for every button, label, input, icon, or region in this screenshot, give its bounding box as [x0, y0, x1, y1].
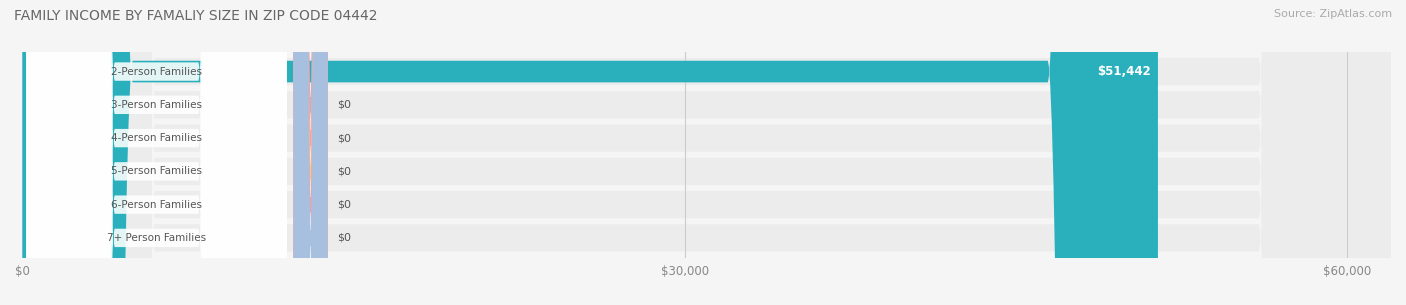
FancyBboxPatch shape [22, 0, 1391, 305]
Text: FAMILY INCOME BY FAMALIY SIZE IN ZIP CODE 04442: FAMILY INCOME BY FAMALIY SIZE IN ZIP COD… [14, 9, 378, 23]
FancyBboxPatch shape [294, 0, 328, 305]
Text: 3-Person Families: 3-Person Families [111, 100, 202, 110]
Text: $0: $0 [337, 233, 352, 243]
Text: $0: $0 [337, 133, 352, 143]
FancyBboxPatch shape [294, 0, 328, 305]
FancyBboxPatch shape [27, 0, 287, 305]
Text: 7+ Person Families: 7+ Person Families [107, 233, 207, 243]
FancyBboxPatch shape [294, 0, 328, 305]
Text: 4-Person Families: 4-Person Families [111, 133, 202, 143]
FancyBboxPatch shape [22, 0, 1391, 305]
FancyBboxPatch shape [294, 0, 328, 305]
Text: 6-Person Families: 6-Person Families [111, 200, 202, 210]
Text: $0: $0 [337, 166, 352, 176]
FancyBboxPatch shape [27, 0, 287, 305]
FancyBboxPatch shape [27, 0, 287, 305]
FancyBboxPatch shape [22, 0, 1391, 305]
FancyBboxPatch shape [27, 0, 287, 305]
Text: Source: ZipAtlas.com: Source: ZipAtlas.com [1274, 9, 1392, 19]
FancyBboxPatch shape [22, 0, 1159, 305]
FancyBboxPatch shape [22, 0, 1391, 305]
Text: 2-Person Families: 2-Person Families [111, 66, 202, 77]
FancyBboxPatch shape [294, 0, 328, 305]
Text: $51,442: $51,442 [1097, 65, 1152, 78]
Text: $0: $0 [337, 100, 352, 110]
Text: $0: $0 [337, 200, 352, 210]
Text: 5-Person Families: 5-Person Families [111, 166, 202, 176]
FancyBboxPatch shape [27, 0, 287, 305]
FancyBboxPatch shape [22, 0, 1391, 305]
FancyBboxPatch shape [22, 0, 1391, 305]
FancyBboxPatch shape [27, 0, 287, 305]
